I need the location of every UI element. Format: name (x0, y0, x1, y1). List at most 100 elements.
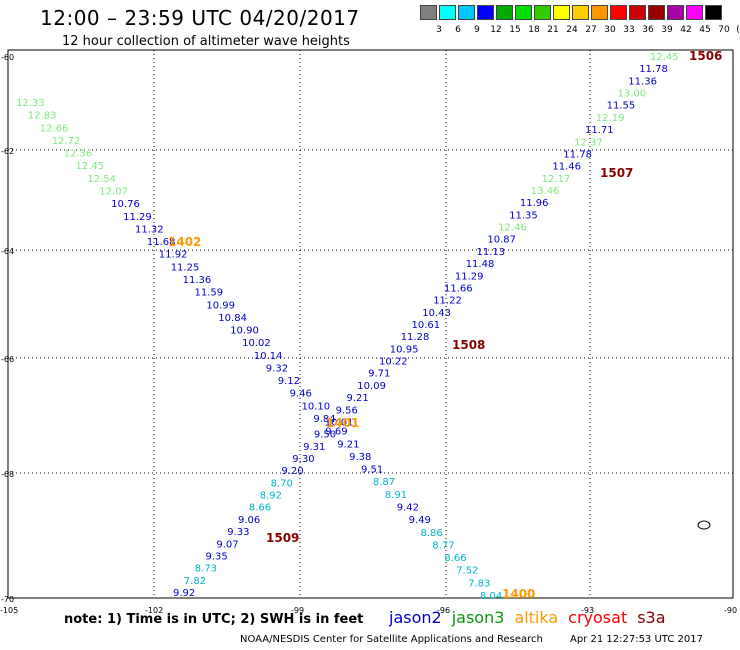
wave-height-value: 8.66 (249, 503, 271, 514)
wave-height-value: 10.95 (390, 344, 419, 355)
scale-label: 45 (699, 25, 711, 35)
wave-height-value: 8.66 (444, 553, 466, 564)
wave-height-value: 11.78 (639, 64, 668, 75)
lon-tick: -99 (291, 606, 304, 615)
wave-height-value: 9.49 (409, 515, 431, 526)
wave-height-value: 8.70 (271, 478, 293, 489)
scale-swatch (648, 5, 665, 20)
wave-height-value: 11.25 (171, 262, 200, 273)
map-border (7, 49, 734, 599)
satellite-legend: jason2 jason3 altika cryosat s3a (389, 608, 676, 627)
wave-height-value: 8.91 (385, 490, 407, 501)
wave-height-value: 10.99 (206, 300, 235, 311)
wave-height-value: 10.61 (412, 320, 441, 331)
wave-height-value: 11.46 (552, 162, 581, 173)
pass-number: 1401 (326, 416, 359, 430)
graticule (8, 50, 733, 598)
scale-label: 6 (455, 25, 461, 35)
wave-height-value: 11.35 (509, 210, 538, 221)
wave-height-value: 9.32 (266, 364, 288, 375)
scale-label: 24 (566, 25, 578, 35)
units-note: note: 1) Time is in UTC; 2) SWH is in fe… (64, 612, 364, 627)
legend-entry-s3a: s3a (637, 608, 666, 627)
wave-height-value: 11.13 (477, 247, 506, 258)
wave-height-value: 11.29 (123, 212, 152, 223)
scale-swatch (534, 5, 551, 20)
lon-tick: -96 (437, 606, 450, 615)
map-subtitle: 12 hour collection of altimeter wave hei… (62, 34, 350, 49)
wave-height-value: 10.90 (230, 326, 259, 337)
axis-ticks: -105 -102 -99 -96 -93 -90 -60 -62 -64 -66 -68 -70 (0, 53, 737, 615)
wave-height-value: 9.51 (361, 465, 383, 476)
wave-height-value: 11.71 (585, 125, 614, 136)
wave-height-value: 13.46 (531, 186, 560, 197)
scale-swatch (610, 5, 627, 20)
wave-height-value: 7.52 (456, 566, 478, 577)
map-title: 12:00 – 23:59 UTC 04/20/2017 (40, 6, 360, 30)
lat-tick: -64 (1, 247, 14, 256)
lat-tick: -66 (1, 355, 14, 364)
scale-swatch (420, 5, 437, 20)
wave-height-value: 9.42 (397, 503, 419, 514)
scale-label: 9 (474, 25, 480, 35)
scale-swatch (705, 5, 722, 20)
pass-number: 1400 (502, 587, 535, 601)
wave-height-value: 11.96 (520, 198, 549, 209)
wave-height-value: 9.21 (337, 439, 359, 450)
legend-entry-altika: altika (514, 608, 559, 627)
wave-height-value: 9.50 (314, 430, 336, 441)
scale-swatch (496, 5, 513, 20)
wave-height-value: 10.22 (379, 357, 408, 368)
wave-height-value: 10.84 (218, 313, 247, 324)
scale-label: 36 (642, 25, 654, 35)
wave-height-value: 12.46 (498, 223, 527, 234)
wave-height-value: 8.73 (195, 564, 217, 575)
pass-number: 1402 (168, 235, 201, 249)
lon-tick: -93 (581, 606, 594, 615)
wave-height-value: 10.87 (487, 235, 516, 246)
credit-line: NOAA/NESDIS Center for Satellite Applica… (240, 634, 543, 645)
wave-height-value: 8.92 (260, 491, 282, 502)
wave-height-value: 12.45 (76, 161, 105, 172)
wave-height-value: 9.92 (173, 588, 195, 599)
wave-height-value: 11.78 (563, 150, 592, 161)
wave-height-value: 12.37 (574, 137, 603, 148)
wave-height-value: 12.45 (650, 52, 679, 63)
scale-label: 18 (528, 25, 540, 35)
pass-number: 1509 (266, 531, 299, 545)
wave-height-value: 11.36 (183, 275, 212, 286)
wave-height-value: 9.06 (238, 515, 260, 526)
pass-number: 1507 (600, 166, 633, 180)
map-frame (7, 49, 734, 599)
scale-label: 15 (509, 25, 521, 35)
wave-height-value: 9.33 (227, 527, 249, 538)
wave-height-value: 9.12 (278, 376, 300, 387)
scale-label: 70 (718, 25, 730, 35)
wave-height-value: 10.10 (302, 401, 331, 412)
wave-height-value: 9.38 (349, 452, 371, 463)
lon-tick: -90 (724, 606, 737, 615)
scale-label: 12 (490, 25, 502, 35)
wave-height-value: 11.36 (628, 76, 657, 87)
lat-tick: -70 (1, 595, 14, 604)
wave-height-value: 11.29 (455, 271, 484, 282)
wave-height-value: 8.04 (480, 591, 502, 602)
wave-height-value: 9.46 (290, 389, 312, 400)
lat-tick: -68 (1, 470, 14, 479)
scale-swatch (686, 5, 703, 20)
pass-labels: 1402 1506 1507 1508 1401 1509 1400 (168, 49, 722, 601)
wave-height-value: 9.31 (303, 442, 325, 453)
wave-height-value: 9.07 (216, 539, 238, 550)
wave-height-value: 12.33 (16, 98, 45, 109)
scale-swatch (477, 5, 494, 20)
wave-height-value: 9.84 (313, 414, 335, 425)
wave-height-value: 9.35 (206, 552, 228, 563)
wave-height-value: 12.83 (28, 111, 57, 122)
legend-entry-jason3: jason3 (451, 608, 505, 627)
wave-height-value: 12.36 (64, 149, 93, 160)
wave-height-value: 12.07 (99, 187, 128, 198)
scale-label: 3 (436, 25, 442, 35)
scale-swatch (667, 5, 684, 20)
